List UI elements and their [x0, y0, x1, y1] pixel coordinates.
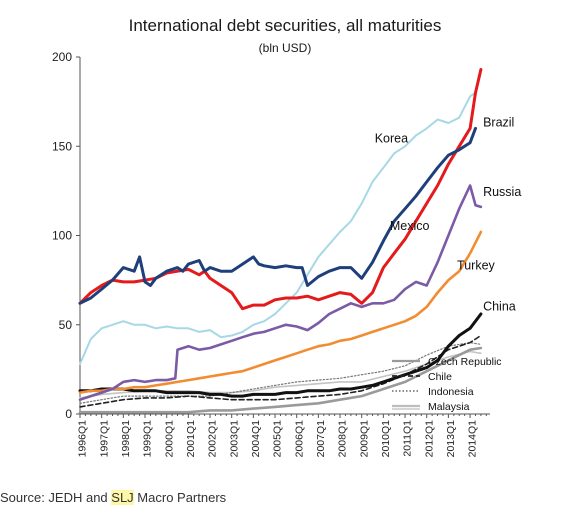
series-line-korea	[79, 91, 477, 365]
source-note: Source: JEDH and SLJ Macro Partners	[0, 490, 226, 505]
y-tick-label: 50	[59, 318, 73, 332]
x-tick-label: 2003Q1	[228, 420, 240, 458]
series-line-russia	[78, 184, 483, 401]
y-tick-label: 100	[52, 229, 72, 243]
chart-subtitle: (bln USD)	[258, 41, 312, 55]
x-tick-label: 2013Q1	[445, 420, 457, 458]
series-line-turkey	[78, 230, 483, 394]
series-line-china	[78, 312, 483, 398]
source-suffix: Macro Partners	[133, 490, 227, 505]
series-label-korea: Korea	[375, 132, 408, 146]
legend-label: Chile	[428, 371, 452, 383]
y-tick-label: 200	[52, 50, 72, 64]
x-tick-label: 2004Q1	[250, 420, 262, 458]
y-tick-label: 0	[65, 407, 72, 421]
series-line-indonesia	[79, 342, 482, 404]
x-tick-label: 1998Q1	[120, 420, 132, 458]
x-tick-label: 2000Q1	[163, 420, 175, 458]
series-line-czech-republic	[78, 346, 483, 414]
series-label-russia: Russia	[483, 185, 521, 199]
source-highlight: SLJ	[111, 490, 134, 505]
x-tick-label: 2005Q1	[272, 420, 284, 458]
x-tick-label: 1997Q1	[98, 420, 110, 458]
series-label-mexico: Mexico	[390, 219, 430, 233]
legend-label: Malaysia	[428, 401, 470, 413]
legend-label: Czech Republic	[428, 356, 502, 368]
source-prefix: Source: JEDH and	[0, 490, 112, 505]
x-tick-label: 2012Q1	[423, 420, 435, 458]
x-tick-label: 2008Q1	[337, 420, 349, 458]
y-tick-label: 150	[52, 139, 72, 153]
x-tick-label: 2011Q1	[402, 420, 414, 457]
chart-title: International debt securities, all matur…	[128, 16, 442, 35]
x-tick-label: 1999Q1	[142, 420, 154, 458]
plot-area: 0 50 100 150 200 1996Q1 1997Q1 1998Q1 1999Q1 2000…	[52, 50, 521, 458]
series-label-china: China	[483, 299, 516, 313]
series-label-brazil: Brazil	[483, 116, 514, 130]
x-tick-label: 2014Q1	[467, 420, 479, 458]
legend-label: Indonesia	[428, 386, 474, 398]
x-tick-label: 2010Q1	[380, 420, 392, 458]
series-line-brazil	[78, 126, 477, 305]
x-tick-label: 2002Q1	[207, 420, 219, 458]
x-tick-label: 2001Q1	[185, 420, 197, 458]
series-label-turkey: Turkey	[457, 258, 495, 272]
x-tick-label: 2009Q1	[358, 420, 370, 458]
series-line-chile	[79, 334, 482, 408]
x-tick-label: 2006Q1	[293, 420, 305, 458]
x-tick-label: 1996Q1	[77, 420, 89, 458]
x-tick-label: 2007Q1	[315, 420, 327, 458]
series-line-mexico	[78, 68, 483, 311]
